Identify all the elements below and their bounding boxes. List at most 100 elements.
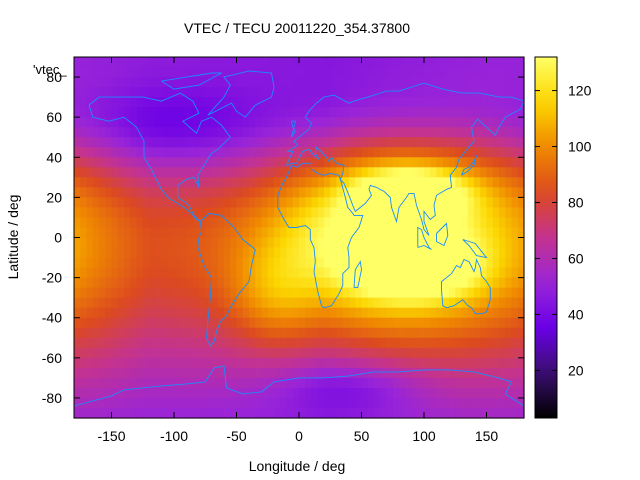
heatmap-cell bbox=[367, 407, 375, 419]
heatmap-cell bbox=[355, 387, 363, 399]
heatmap-cell bbox=[342, 187, 350, 198]
heatmap-cell bbox=[455, 387, 463, 399]
heatmap-cell bbox=[249, 327, 256, 339]
heatmap-cell bbox=[211, 207, 219, 219]
heatmap-cell bbox=[411, 257, 419, 269]
heatmap-cell bbox=[149, 277, 156, 289]
heatmap-cell bbox=[230, 117, 238, 128]
heatmap-cell bbox=[286, 297, 294, 309]
heatmap-cell bbox=[380, 247, 388, 259]
heatmap-cell bbox=[292, 257, 300, 269]
heatmap-cell bbox=[517, 97, 525, 108]
heatmap-cell bbox=[361, 407, 369, 419]
heatmap-cell bbox=[405, 207, 413, 219]
heatmap-cell bbox=[474, 377, 481, 389]
heatmap-cell bbox=[286, 157, 294, 168]
heatmap-cell bbox=[274, 107, 281, 118]
heatmap-cell bbox=[92, 367, 100, 379]
heatmap-cell bbox=[199, 97, 206, 108]
heatmap-cell bbox=[211, 357, 219, 369]
heatmap-cell bbox=[311, 237, 319, 249]
heatmap-cell bbox=[261, 387, 269, 399]
heatmap-cell bbox=[86, 167, 94, 178]
heatmap-cell bbox=[511, 377, 519, 389]
heatmap-cell bbox=[361, 87, 369, 98]
heatmap-cell bbox=[442, 157, 450, 168]
heatmap-cell bbox=[274, 237, 281, 249]
heatmap-cell bbox=[480, 257, 488, 269]
y-tick-label: -80 bbox=[42, 390, 62, 406]
heatmap-cell bbox=[230, 337, 238, 349]
heatmap-cell bbox=[436, 287, 444, 299]
heatmap-cell bbox=[174, 317, 181, 329]
heatmap-cell bbox=[367, 167, 375, 178]
heatmap-cell bbox=[186, 297, 194, 309]
heatmap-cell bbox=[299, 337, 306, 349]
heatmap-cell bbox=[355, 397, 363, 409]
heatmap-cell bbox=[286, 87, 294, 98]
heatmap-cell bbox=[424, 327, 431, 339]
heatmap-cell bbox=[467, 217, 475, 229]
heatmap-cell bbox=[436, 267, 444, 279]
heatmap-cell bbox=[211, 267, 219, 279]
heatmap-cell bbox=[492, 217, 500, 229]
heatmap-cell bbox=[167, 137, 175, 148]
heatmap-cell bbox=[442, 137, 450, 148]
heatmap-cell bbox=[192, 227, 200, 239]
heatmap-cell bbox=[405, 287, 413, 299]
heatmap-cell bbox=[224, 287, 231, 299]
heatmap-cell bbox=[449, 257, 456, 269]
heatmap-cell bbox=[480, 107, 488, 118]
heatmap-cell bbox=[224, 177, 231, 188]
heatmap-cell bbox=[511, 137, 519, 148]
heatmap-cell bbox=[155, 57, 163, 68]
heatmap-cell bbox=[455, 157, 463, 168]
heatmap-cell bbox=[511, 187, 519, 198]
heatmap-cell bbox=[386, 147, 394, 158]
heatmap-cell bbox=[467, 117, 475, 128]
heatmap-cell bbox=[380, 287, 388, 299]
heatmap-cell bbox=[449, 247, 456, 259]
heatmap-cell bbox=[474, 207, 481, 219]
heatmap-cell bbox=[474, 287, 481, 299]
heatmap-cell bbox=[399, 217, 406, 229]
heatmap-cell bbox=[255, 327, 263, 339]
heatmap-cell bbox=[424, 207, 431, 219]
heatmap-cell bbox=[117, 107, 125, 118]
heatmap-cell bbox=[192, 57, 200, 68]
heatmap-cell bbox=[174, 397, 181, 409]
heatmap-cell bbox=[236, 297, 244, 309]
heatmap-cell bbox=[186, 357, 194, 369]
heatmap-cell bbox=[505, 247, 513, 259]
heatmap-cell bbox=[211, 257, 219, 269]
heatmap-cell bbox=[442, 387, 450, 399]
heatmap-cell bbox=[399, 227, 406, 239]
heatmap-cell bbox=[305, 217, 313, 229]
heatmap-cell bbox=[261, 157, 269, 168]
heatmap-cell bbox=[174, 137, 181, 148]
heatmap-cell bbox=[305, 307, 313, 319]
heatmap-cell bbox=[155, 337, 163, 349]
heatmap-cell bbox=[505, 287, 513, 299]
heatmap-cell bbox=[74, 177, 81, 188]
heatmap-cell bbox=[299, 377, 306, 389]
heatmap-cell bbox=[380, 197, 388, 209]
heatmap-cell bbox=[255, 77, 263, 88]
colorbar-tick-label: 40 bbox=[568, 306, 584, 322]
heatmap-cell bbox=[230, 287, 238, 299]
heatmap-cell bbox=[317, 147, 325, 158]
heatmap-cell bbox=[492, 97, 500, 108]
heatmap-cell bbox=[292, 327, 300, 339]
heatmap-cell bbox=[392, 167, 400, 178]
heatmap-cell bbox=[424, 277, 431, 289]
heatmap-cell bbox=[355, 177, 363, 188]
heatmap-cell bbox=[486, 127, 494, 138]
heatmap-cell bbox=[99, 367, 106, 379]
heatmap-cell bbox=[505, 277, 513, 289]
heatmap-cell bbox=[180, 227, 188, 239]
heatmap-cell bbox=[474, 337, 481, 349]
heatmap-cell bbox=[99, 57, 106, 68]
heatmap-cell bbox=[392, 277, 400, 289]
heatmap-cell bbox=[111, 187, 119, 198]
heatmap-cell bbox=[180, 267, 188, 279]
